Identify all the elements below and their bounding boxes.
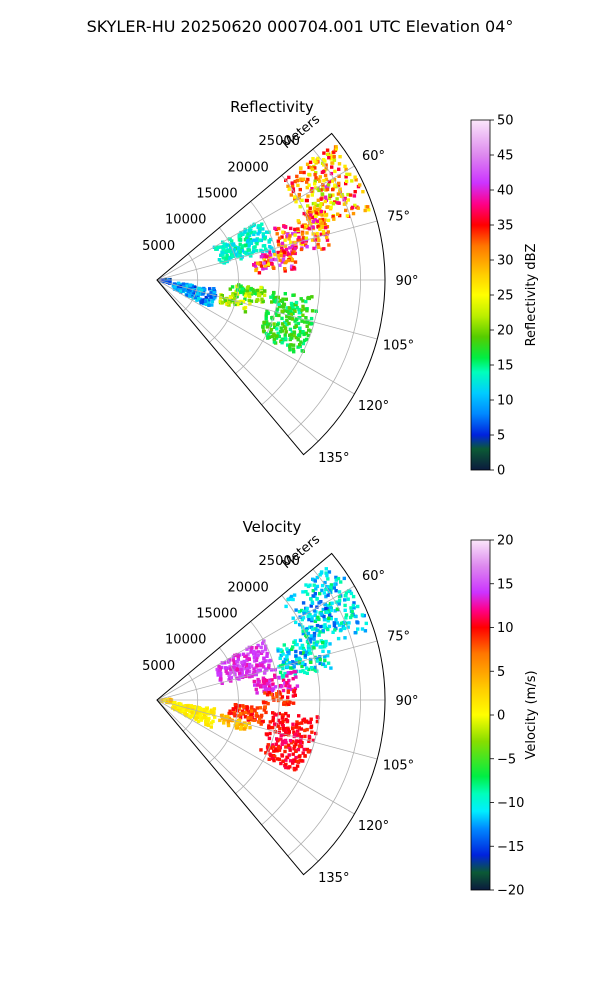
azimuth-tick-label: 90° [395,694,418,709]
colorbar-tick-label: 10 [497,394,514,409]
figure-suptitle: SKYLER-HU 20250620 000704.001 UTC Elevat… [87,17,514,36]
colorbar-tick-label: 20 [497,534,514,549]
range-ring [261,595,321,826]
range-tick-label: 5000 [142,239,175,254]
colorbar-tick-label: 35 [497,219,514,234]
colorbar-tick-label: 45 [497,149,514,164]
velocity-echo-region [252,670,300,695]
azimuth-gridline [156,220,378,281]
colorbar-tick-label: 10 [497,621,514,636]
colorbar-tick-label: 0 [497,709,505,724]
range-ring [235,621,280,794]
colorbar-label: Velocity (m/s) [524,670,539,759]
range-tick-label: 10000 [165,213,206,228]
range-tick-label: 25000 [259,554,300,569]
reflectivity-echo-region [252,246,298,275]
azimuth-tick-label: 60° [362,569,385,584]
reflectivity-echo-region [218,293,252,314]
colorbar-gradient [470,539,491,891]
azimuth-tick-label: 135° [318,871,349,886]
colorbar-tick-label: 50 [497,114,514,129]
colorbar-tick-label: 30 [497,254,514,269]
azimuth-tick-label: 105° [383,339,414,354]
colorbar-tick-label: 25 [497,289,514,304]
azimuth-tick-label: 105° [383,759,414,774]
azimuth-gridline [156,279,378,340]
colorbar-tick-label: −5 [497,752,516,767]
colorbar-tick-label: −10 [497,796,524,811]
radar-echoes [157,145,371,354]
colorbar: 0 5 10 15 20 25 30 35 40 45 50 Reflectivity dBZ [470,114,539,479]
azimuth-tick-label: 90° [395,274,418,289]
range-tick-label: 25000 [259,134,300,149]
velocity-echo-region [284,567,368,652]
azimuth-tick-label: 75° [387,629,410,644]
azimuth-tick-label: 120° [358,399,389,414]
colorbar-tick-label: 20 [497,324,514,339]
velocity-echo-region [227,703,268,726]
colorbar-tick-label: 5 [497,665,505,680]
panel-title: Velocity [243,518,302,536]
reflectivity-echo-region [284,145,371,231]
azimuth-gridline [156,640,378,701]
range-tick-label: 5000 [142,659,175,674]
azimuth-gridline [156,165,355,281]
azimuth-gridline [156,279,355,395]
range-ring [287,148,361,437]
colorbar-gradient [470,119,491,471]
velocity-echo-region [276,628,333,680]
sector-outline [156,132,386,456]
reflectivity-panel: Reflectivity 5000 10000 15000 20000 25000 60° 7… [142,98,539,479]
reflectivity-echo-region [228,283,267,304]
range-ring [261,175,321,406]
colorbar-tick-label: 15 [497,359,514,374]
velocity-panel: Velocity 5000 10000 15000 20000 25000 60° 75° 90… [142,518,539,899]
range-ring [287,568,361,857]
range-tick-label: 20000 [227,580,268,595]
reflectivity-echo-region [212,222,276,265]
colorbar-tick-label: −15 [497,840,524,855]
velocity-echo-region [170,701,217,729]
range-tick-label: 15000 [196,607,237,622]
azimuth-gridline [156,585,355,701]
radar-echoes [157,567,368,772]
azimuth-gridline [156,699,355,815]
panel-title: Reflectivity [230,98,314,116]
azimuth-gridline [156,279,319,442]
azimuth-gridline [156,699,378,760]
range-tick-label: 15000 [196,187,237,202]
colorbar-label: Reflectivity dBZ [524,244,539,347]
azimuth-tick-label: 75° [387,209,410,224]
azimuth-tick-label: 135° [318,451,349,466]
azimuth-gridline [156,699,319,862]
azimuth-tick-label: 60° [362,149,385,164]
range-ring [209,227,239,343]
colorbar-tick-label: −20 [497,884,524,899]
reflectivity-echo-region [261,290,318,354]
colorbar-tick-label: 0 [497,464,505,479]
range-tick-label: 10000 [165,633,206,648]
range-ring [235,201,280,374]
range-tick-label: 20000 [227,160,268,175]
sector-outline [156,552,386,876]
colorbar: −20 −15 −10 −5 0 5 10 15 20 Velocity (m/s) [470,534,539,899]
velocity-echo-region [215,639,277,685]
colorbar-tick-label: 15 [497,577,514,592]
azimuth-tick-label: 120° [358,819,389,834]
colorbar-tick-label: 5 [497,429,505,444]
colorbar-tick-label: 40 [497,184,514,199]
range-ring [209,647,239,763]
